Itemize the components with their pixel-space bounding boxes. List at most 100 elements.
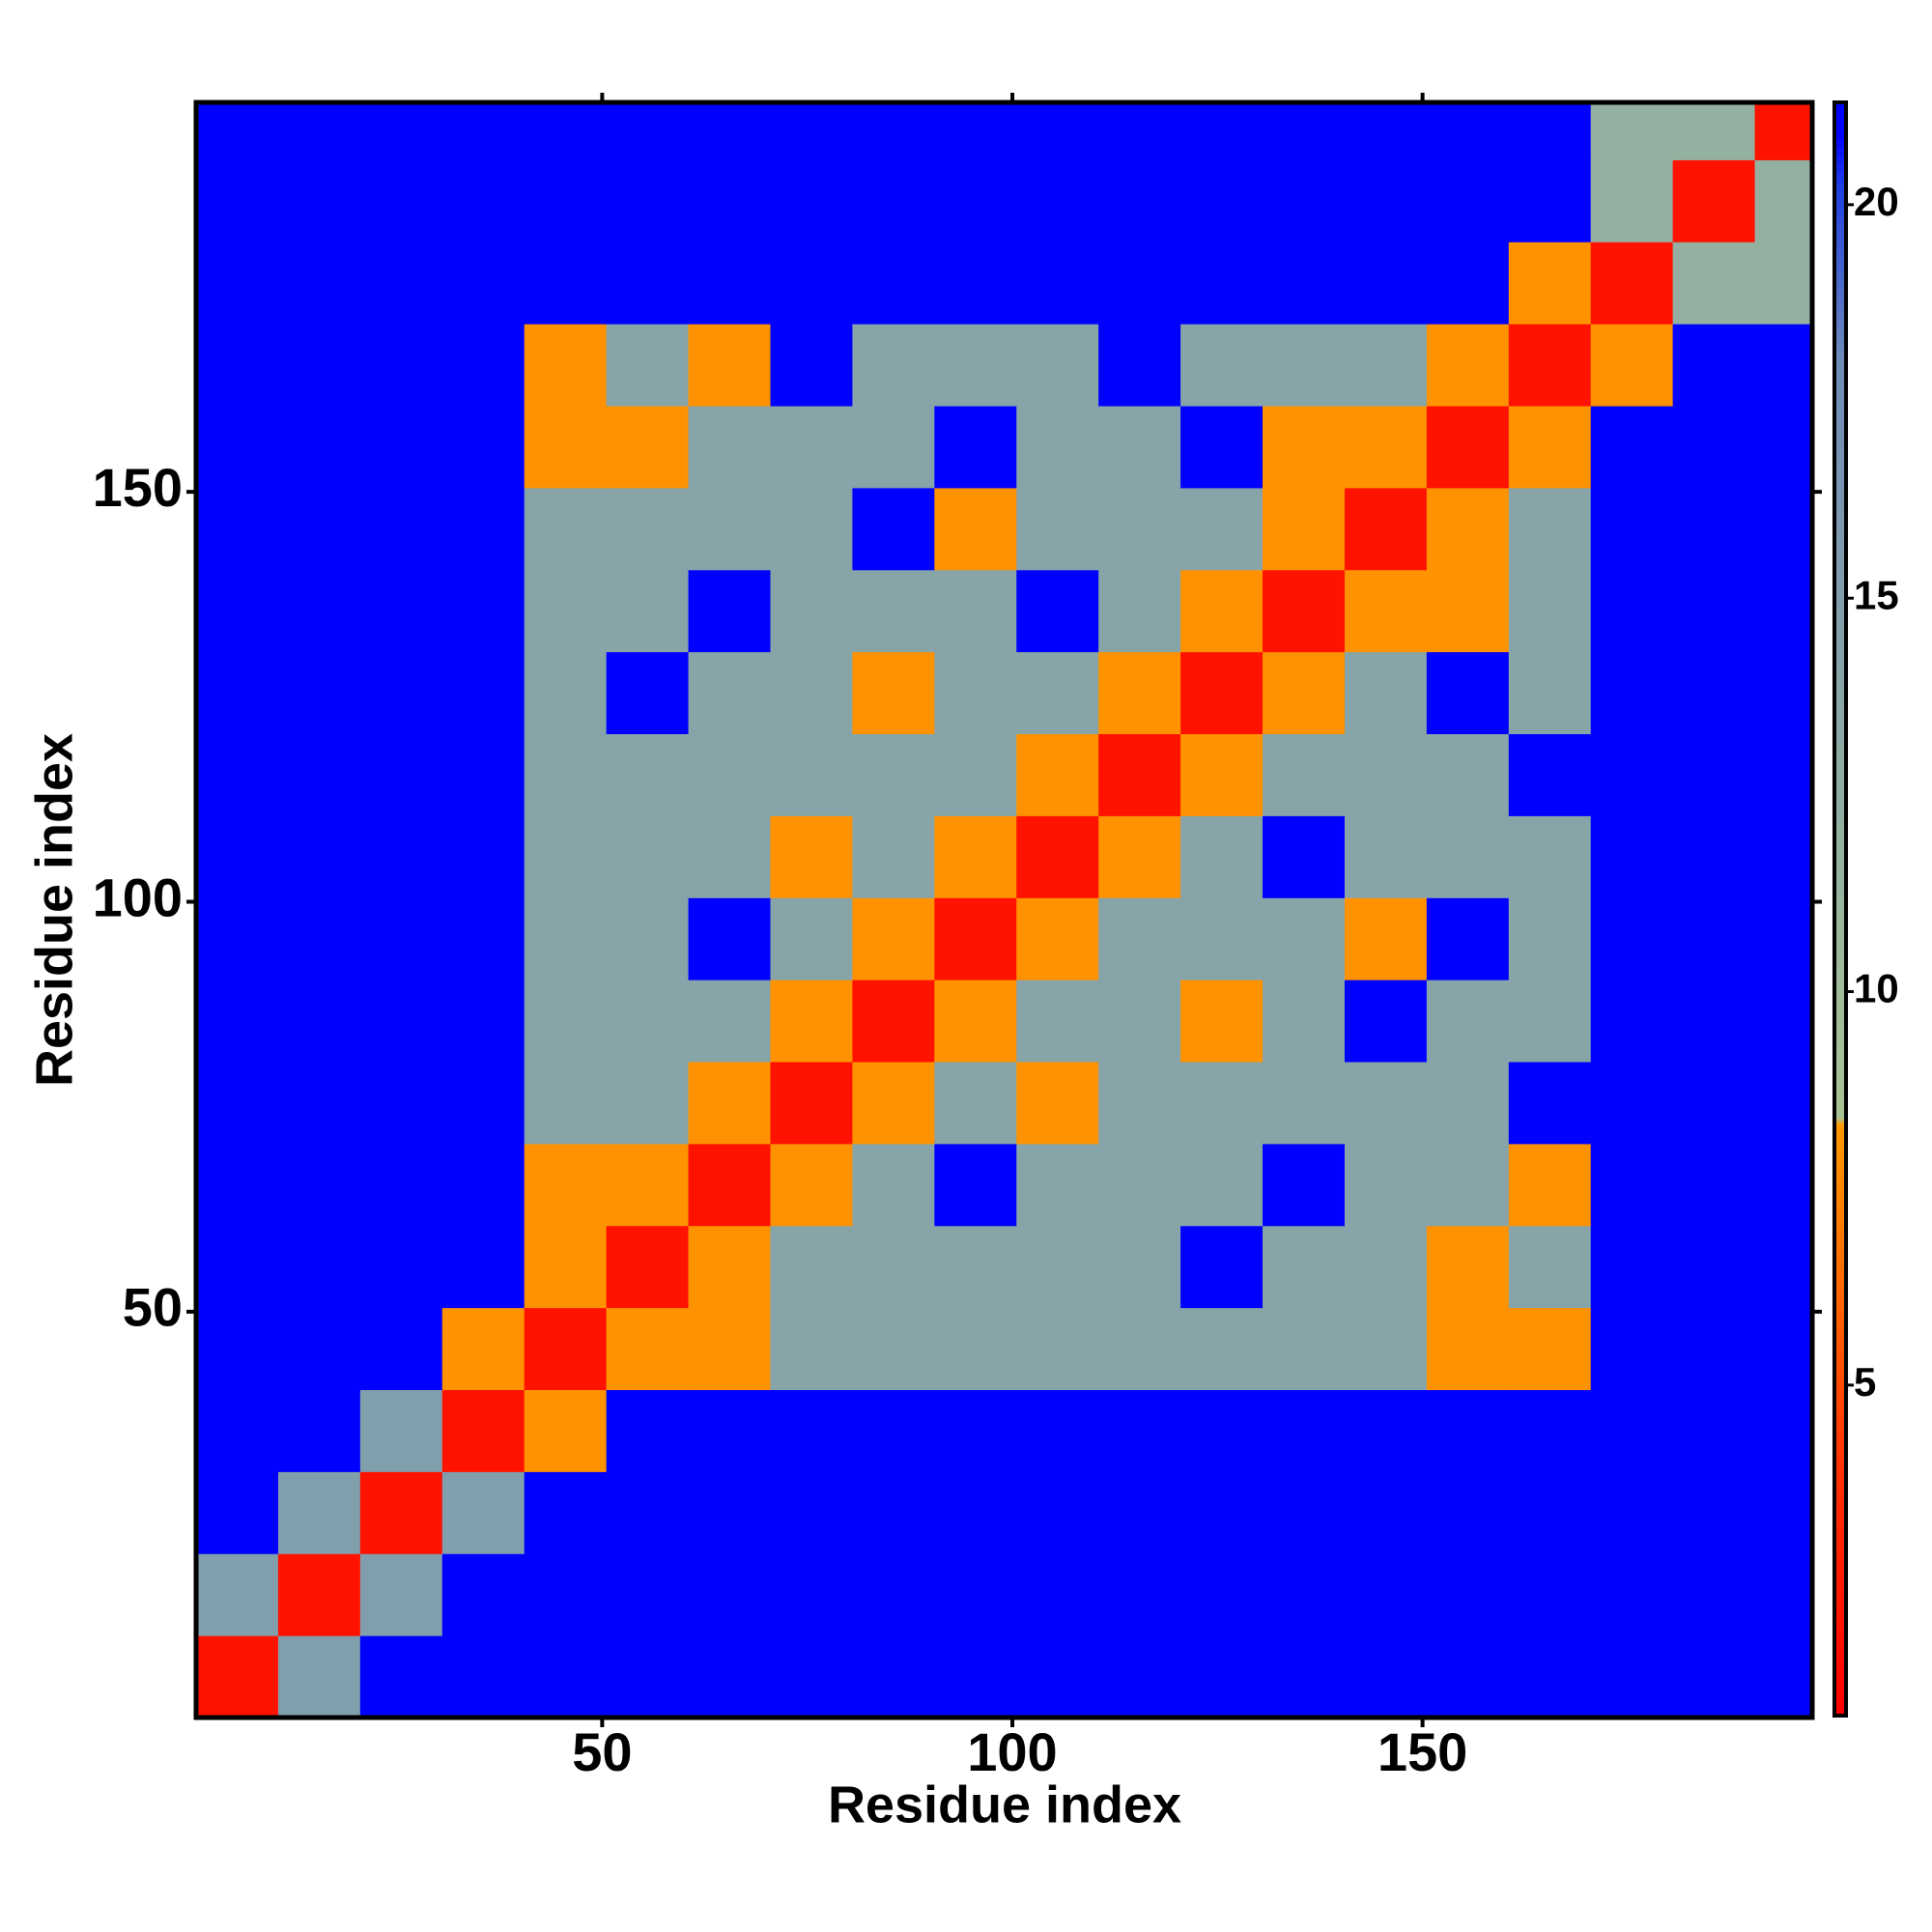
- heatmap-cell: [1016, 1471, 1099, 1554]
- heatmap-cell: [1508, 1143, 1592, 1227]
- heatmap-cell: [196, 1062, 279, 1145]
- heatmap-cell: [1344, 1471, 1428, 1554]
- heatmap-cell: [441, 1471, 526, 1554]
- heatmap-cell: [1754, 1635, 1813, 1719]
- heatmap-cell: [1672, 733, 1756, 816]
- heatmap-cell: [1590, 1471, 1674, 1554]
- heatmap-cell: [688, 242, 771, 325]
- heatmap-cell: [359, 159, 443, 242]
- heatmap-cell: [770, 159, 853, 242]
- heatmap-cell: [1098, 1143, 1181, 1227]
- colorbar-tick-label: 20: [1854, 179, 1899, 224]
- heatmap-cell: [606, 1062, 690, 1145]
- heatmap-cell: [359, 487, 443, 571]
- heatmap-cell: [770, 1389, 853, 1472]
- heatmap-cell: [196, 980, 279, 1063]
- heatmap-cell: [770, 1471, 853, 1554]
- heatmap-cell: [1016, 815, 1099, 898]
- heatmap-cell: [770, 406, 853, 489]
- heatmap-cell: [1263, 1062, 1346, 1145]
- heatmap-cell: [1016, 406, 1099, 489]
- heatmap-cell: [524, 242, 608, 325]
- heatmap-cell: [359, 1143, 443, 1227]
- heatmap-cell: [1016, 159, 1099, 242]
- colorbar: [1833, 100, 1848, 1718]
- heatmap-cell: [934, 1553, 1017, 1636]
- heatmap-cell: [934, 1635, 1017, 1719]
- heatmap-cell: [1426, 1307, 1510, 1391]
- heatmap-cell: [1672, 1471, 1756, 1554]
- heatmap-cell: [770, 980, 853, 1063]
- heatmap-cell: [770, 733, 853, 816]
- heatmap-cell: [196, 102, 279, 160]
- heatmap-cell: [1426, 1389, 1510, 1472]
- heatmap-cell: [1098, 242, 1181, 325]
- heatmap-cell: [277, 1635, 361, 1719]
- heatmap-cell: [277, 733, 361, 816]
- heatmap-cell: [1590, 1143, 1674, 1227]
- heatmap-cell: [770, 487, 853, 571]
- heatmap-cell: [1263, 1553, 1346, 1636]
- heatmap-cell: [1590, 1553, 1674, 1636]
- heatmap-cell: [1672, 487, 1756, 571]
- heatmap-cell: [441, 651, 526, 735]
- heatmap-cell: [1016, 980, 1099, 1063]
- heatmap-cell: [1344, 980, 1428, 1063]
- heatmap-cell: [441, 242, 526, 325]
- heatmap-cell: [1098, 733, 1181, 816]
- heatmap-cell: [688, 815, 771, 898]
- heatmap-cell: [1754, 815, 1813, 898]
- heatmap-cell: [441, 406, 526, 489]
- heatmap-cell: [1508, 897, 1592, 980]
- heatmap-cell: [524, 815, 608, 898]
- heatmap-cell: [196, 324, 279, 407]
- heatmap-cell: [1590, 324, 1674, 407]
- heatmap-cell: [1180, 102, 1264, 160]
- heatmap-cell: [441, 159, 526, 242]
- heatmap-cell: [606, 159, 690, 242]
- heatmap-cell: [1754, 406, 1813, 489]
- heatmap-cell: [524, 487, 608, 571]
- heatmap-cell: [1426, 324, 1510, 407]
- heatmap-cell: [1508, 102, 1592, 160]
- heatmap-cell: [1016, 1062, 1099, 1145]
- heatmap-cell: [196, 1635, 279, 1719]
- heatmap-cell: [441, 1225, 526, 1309]
- heatmap-cell: [606, 102, 690, 160]
- heatmap-cell: [688, 733, 771, 816]
- heatmap-cell: [1263, 406, 1346, 489]
- heatmap-cell: [441, 1635, 526, 1719]
- heatmap-cell: [1426, 1225, 1510, 1309]
- heatmap-cell: [1672, 159, 1756, 242]
- heatmap-cell: [688, 980, 771, 1063]
- heatmap-cell: [277, 406, 361, 489]
- heatmap-cell: [688, 1471, 771, 1554]
- heatmap-cell: [1180, 1062, 1264, 1145]
- heatmap-cell: [1426, 406, 1510, 489]
- heatmap-cell: [1426, 1635, 1510, 1719]
- heatmap-cell: [441, 897, 526, 980]
- colorbar-tick-label: 10: [1854, 966, 1899, 1011]
- heatmap-cell: [1180, 1553, 1264, 1636]
- heatmap-cell: [1016, 1553, 1099, 1636]
- heatmap-cell: [688, 102, 771, 160]
- heatmap-cell: [1426, 102, 1510, 160]
- heatmap-cell: [934, 487, 1017, 571]
- heatmap-cell: [934, 242, 1017, 325]
- heatmap-cell: [1590, 487, 1674, 571]
- heatmap-cell: [688, 1143, 771, 1227]
- heatmap-cell: [1590, 1225, 1674, 1309]
- heatmap-cell: [934, 159, 1017, 242]
- heatmap-cell: [688, 897, 771, 980]
- heatmap-cell: [196, 159, 279, 242]
- heatmap-cell: [770, 651, 853, 735]
- heatmap-cell: [606, 651, 690, 735]
- heatmap-cell: [1180, 1225, 1264, 1309]
- heatmap-cell: [852, 569, 935, 653]
- heatmap-cell: [1180, 242, 1264, 325]
- heatmap-cell: [196, 651, 279, 735]
- heatmap-cell: [1098, 1635, 1181, 1719]
- heatmap-cell: [1098, 406, 1181, 489]
- heatmap-cell: [770, 1635, 853, 1719]
- heatmap-cell: [1590, 406, 1674, 489]
